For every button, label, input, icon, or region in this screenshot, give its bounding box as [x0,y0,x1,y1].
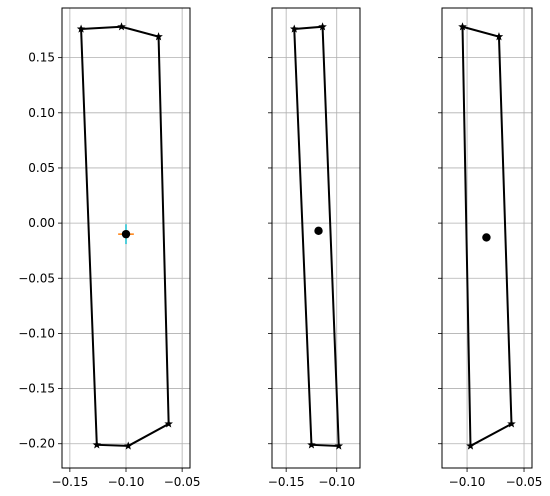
y-tick-label: −0.20 [18,437,55,451]
x-tick-label: −0.05 [164,475,201,489]
y-tick-label: 0.00 [28,216,55,230]
axes-frame [441,7,533,469]
axis-ticks: −0.15 −0.10 [268,57,355,489]
center-point [482,233,491,242]
subplot-3: −0.10 −0.05 [438,7,543,489]
x-tick-label: −0.15 [51,475,88,489]
vertex-markers [76,22,173,450]
center-point [314,226,323,236]
axis-ticks: −0.10 −0.05 [438,57,543,489]
x-tick-label: −0.10 [108,475,145,489]
axes-frame [61,7,191,469]
x-tick-label: −0.05 [506,475,543,489]
x-tick-label: −0.10 [449,475,486,489]
vertex-star-marker [76,24,86,33]
vertex-markers [458,22,516,450]
vertex-star-marker [466,441,475,450]
gridlines [272,8,360,468]
vertex-star-marker [507,419,516,428]
vertex-star-marker [289,24,299,33]
center-point [121,229,131,239]
y-tick-label: 0.15 [28,51,55,65]
vertex-star-marker [334,441,344,450]
vertex-markers [289,22,344,450]
vertex-star-marker [164,419,173,428]
vertex-star-marker [154,32,163,41]
vertex-star-marker [117,22,126,31]
x-tick-label: −0.10 [318,475,355,489]
vertex-star-marker [92,440,102,449]
y-tick-label: −0.05 [18,271,55,285]
y-tick-label: 0.05 [28,161,55,175]
vertex-star-marker [318,22,327,31]
subplot-2: −0.15 −0.10 [268,7,361,489]
axis-ticks: −0.15 −0.10 −0.05 −0.20 −0.15 −0.10 −0.05 0.00 0… [18,51,200,489]
subplot-panels: −0.15 −0.10 −0.05 −0.20 −0.15 −0.10 −0.05 0.00 0… [18,7,543,489]
y-tick-label: −0.10 [18,326,55,340]
vertex-star-marker [307,440,316,449]
vertex-star-marker [494,32,504,41]
y-tick-label: −0.15 [18,382,55,396]
x-tick-label: −0.15 [268,475,305,489]
axes-frame [271,7,361,469]
y-tick-label: 0.10 [28,106,55,120]
subplot-1: −0.15 −0.10 −0.05 −0.20 −0.15 −0.10 −0.05 0.00 0… [18,7,201,489]
vertex-star-marker [123,441,133,450]
vertex-star-marker [458,22,467,31]
